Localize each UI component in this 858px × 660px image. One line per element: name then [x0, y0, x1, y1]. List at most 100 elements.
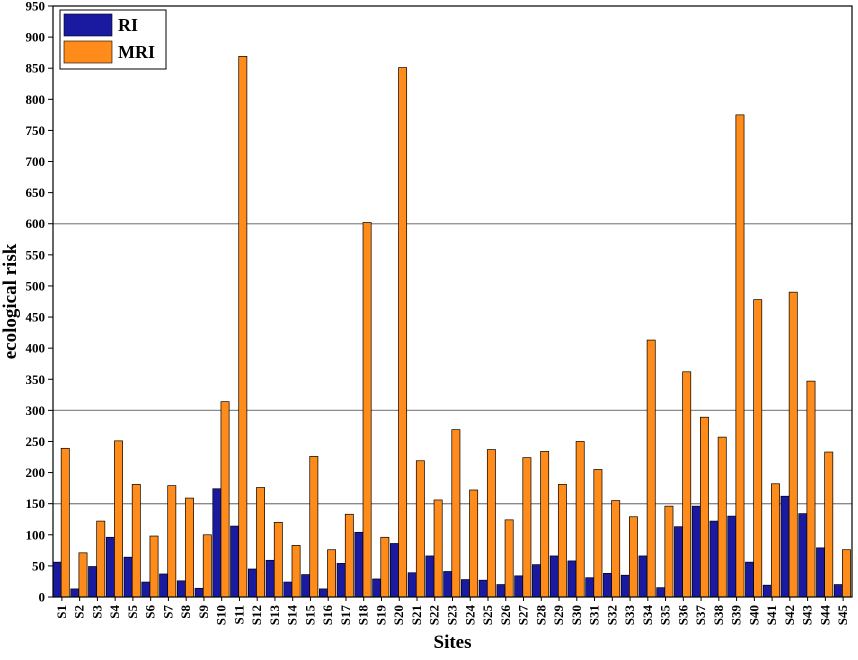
x-tick-label: S41 — [764, 605, 779, 625]
bar-mri-s34 — [646, 339, 656, 598]
x-tick-label: S10 — [214, 605, 229, 625]
bar-ri-s6 — [141, 581, 151, 598]
legend: RI MRI — [59, 9, 167, 70]
bar-ri-s2 — [70, 588, 80, 598]
bar-mri-s23 — [451, 429, 461, 598]
bar-mri-s18 — [362, 222, 372, 598]
bar-ri-s31 — [585, 577, 595, 598]
x-tick-label: S11 — [231, 605, 246, 625]
bar-mri-s5 — [131, 484, 141, 598]
x-tick-label: S18 — [356, 605, 371, 626]
bar-ri-s14 — [283, 581, 293, 598]
x-tick-label: S38 — [711, 605, 726, 626]
bar-ri-s15 — [301, 574, 311, 598]
y-tick-label: 500 — [26, 278, 46, 293]
bar-mri-s1 — [60, 447, 70, 598]
bar-mri-s29 — [557, 484, 567, 598]
bar-mri-s41 — [771, 483, 780, 598]
x-tick-label: S29 — [551, 605, 566, 626]
x-tick-label: S45 — [835, 605, 850, 626]
x-tick-label: S9 — [196, 605, 211, 619]
x-tick-label: S14 — [285, 605, 300, 626]
bar-mri-s12 — [256, 487, 265, 598]
bar-mri-s17 — [344, 513, 354, 598]
bar-mri-s22 — [433, 499, 443, 598]
bar-ri-s8 — [176, 580, 186, 598]
x-tick-label: S7 — [160, 605, 175, 619]
bar-ri-s18 — [354, 531, 364, 598]
bar-mri-s37 — [700, 416, 709, 598]
bar-mri-s3 — [96, 520, 106, 598]
bar-ri-s11 — [230, 525, 240, 598]
x-tick-label: S27 — [516, 605, 531, 626]
bar-mri-s31 — [593, 469, 603, 598]
bar-mri-s24 — [469, 489, 479, 598]
bar-ri-s4 — [105, 536, 115, 598]
y-tick-label: 400 — [26, 341, 46, 356]
bar-mri-s13 — [273, 521, 283, 598]
x-tick-label: S15 — [302, 605, 317, 626]
bar-ri-s25 — [478, 579, 488, 598]
y-tick-label: 750 — [26, 123, 46, 138]
y-tick-label: 50 — [32, 558, 45, 573]
bar-ri-s13 — [265, 559, 275, 598]
x-tick-label: S42 — [782, 605, 797, 625]
bar-mri-s27 — [522, 457, 532, 598]
y-tick-label: 450 — [26, 310, 46, 325]
bar-ri-s37 — [691, 505, 701, 598]
bar-ri-s20 — [390, 543, 399, 598]
y-tick-label: 150 — [26, 496, 46, 511]
x-tick-label: S26 — [498, 605, 513, 626]
y-tick-label: 250 — [26, 434, 46, 449]
y-ticks: 0 50 100 150 200 250 300 350 400 450 500 550 600 650 7… — [26, 0, 53, 605]
x-tick-label: S39 — [729, 605, 744, 626]
bar-mri-s4 — [114, 440, 123, 598]
bar-ri-s44 — [816, 547, 826, 598]
legend-swatch-ri — [63, 13, 113, 37]
legend-label-mri: MRI — [118, 42, 155, 62]
bar-mri-s6 — [149, 535, 159, 598]
y-tick-label: 200 — [26, 465, 46, 480]
bar-mri-s14 — [291, 545, 301, 598]
bar-ri-s23 — [443, 571, 453, 598]
x-tick-label: S16 — [320, 605, 335, 626]
bar-ri-s30 — [567, 560, 577, 598]
bar-mri-s25 — [486, 449, 496, 598]
x-tick-label: S35 — [658, 605, 673, 626]
x-tick-label: S31 — [587, 605, 602, 625]
x-tick-label: S13 — [267, 605, 282, 626]
bar-mri-s7 — [167, 485, 177, 598]
bar-ri-s39 — [727, 515, 737, 598]
bar-mri-s2 — [78, 552, 88, 598]
bar-mri-s42 — [788, 291, 798, 598]
x-tick-label: S3 — [89, 605, 104, 619]
x-tick-label: S34 — [640, 605, 655, 626]
bar-ri-s40 — [745, 561, 754, 598]
bar-ri-s27 — [514, 575, 524, 598]
bar-ri-s36 — [674, 526, 683, 598]
bar-ri-s26 — [496, 584, 506, 598]
y-tick-label: 350 — [26, 372, 46, 387]
bar-ri-s38 — [709, 520, 719, 598]
bar-mri-s11 — [238, 56, 248, 598]
y-tick-label: 950 — [26, 0, 46, 14]
bar-mri-s28 — [540, 451, 550, 598]
bar-mri-s19 — [380, 536, 390, 598]
bar-mri-s21 — [415, 460, 425, 598]
y-tick-label: 600 — [26, 216, 46, 231]
bar-ri-s9 — [194, 587, 204, 598]
bar-ri-s24 — [461, 579, 470, 598]
x-tick-label: S33 — [622, 605, 637, 626]
bar-ri-s34 — [638, 555, 648, 598]
bar-ri-s21 — [407, 572, 417, 598]
bar-mri-s45 — [842, 549, 851, 598]
bar-ri-s3 — [88, 566, 98, 598]
bar-mri-s16 — [327, 549, 337, 598]
y-tick-label: 0 — [39, 590, 46, 605]
x-ticks: S1 S2 S3 S4 S5 S6 S7 S8 S9 S10 S11 S12 S13 S14 S15 S16 S… — [54, 597, 850, 625]
legend-label-ri: RI — [118, 15, 138, 35]
bar-mri-s33 — [628, 516, 638, 598]
x-axis-title: Sites — [434, 632, 472, 653]
